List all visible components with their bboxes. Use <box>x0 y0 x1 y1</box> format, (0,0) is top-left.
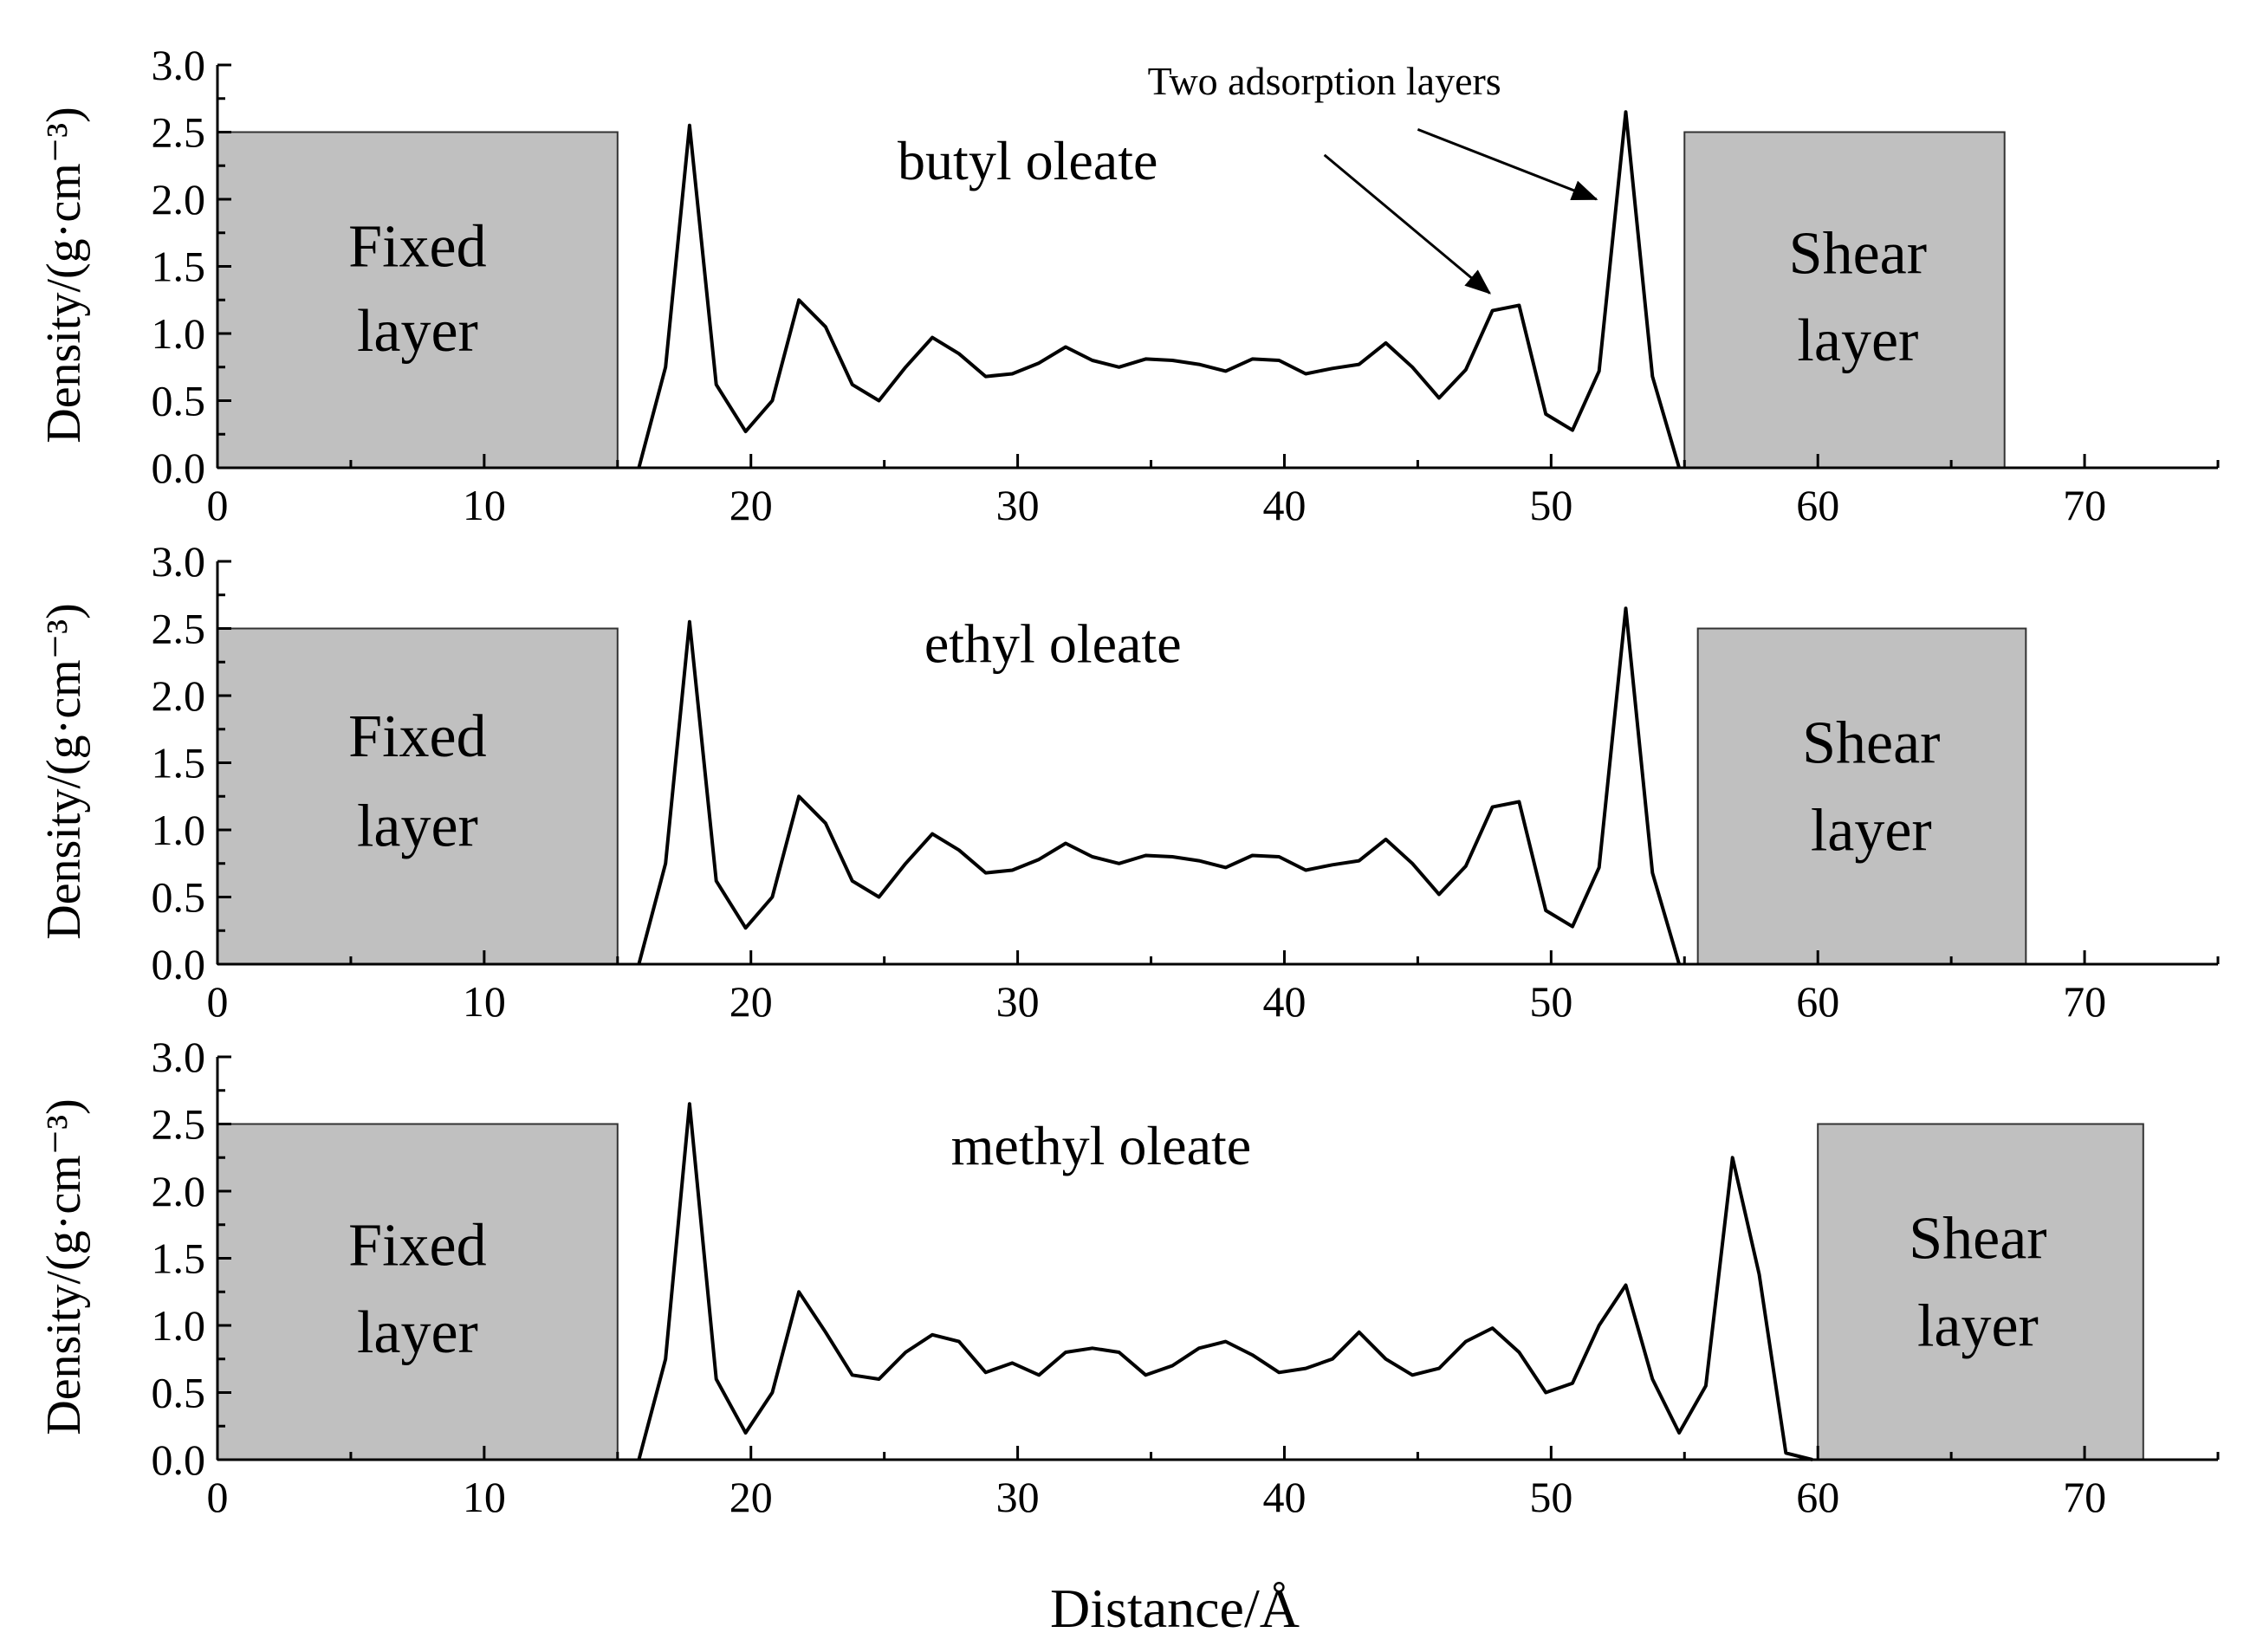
x-tick-label: 40 <box>1262 977 1306 1026</box>
region-shear-layer <box>1683 131 2006 469</box>
region-text: layer <box>1797 308 1918 374</box>
region-text: layer <box>357 794 478 860</box>
region-text: Fixed <box>348 1212 486 1279</box>
y-tick-label: 3.0 <box>152 1033 206 1081</box>
region-text: Fixed <box>348 214 486 281</box>
region-text: Shear <box>1789 220 1927 287</box>
x-tick-label: 0 <box>207 1473 229 1521</box>
x-tick-label: 50 <box>1529 481 1572 529</box>
y-tick-label: 2.5 <box>152 108 206 157</box>
x-tick-label: 50 <box>1529 1473 1572 1521</box>
y-tick-label: 0.0 <box>152 940 206 988</box>
series-name-label: butyl oleate <box>898 130 1157 191</box>
series-line-methyl-oleate <box>637 1102 1813 1461</box>
x-tick-label: 30 <box>996 977 1040 1026</box>
x-tick-label: 10 <box>463 977 506 1026</box>
series-name-label: ethyl oleate <box>924 612 1182 674</box>
region-shear-layer <box>1696 627 2027 965</box>
x-tick-label: 60 <box>1796 481 1839 529</box>
x-tick-label: 60 <box>1796 977 1839 1026</box>
x-tick-label: 20 <box>729 481 773 529</box>
region-fixed-layer <box>217 131 619 469</box>
region-fixed-layer <box>217 1123 619 1461</box>
x-tick-label: 70 <box>2063 977 2106 1026</box>
region-text: layer <box>1811 797 1932 864</box>
x-tick-label: 10 <box>463 481 506 529</box>
annotation-arrow <box>1417 128 1598 201</box>
region-text: Fixed <box>348 703 486 770</box>
annotation-label: Two adsorption layers <box>1148 59 1501 103</box>
y-axis-title: Density/(g·cm⁻³) <box>37 603 91 939</box>
region-text: layer <box>357 298 478 365</box>
y-tick-label: 0.0 <box>152 444 206 492</box>
y-tick-label: 2.0 <box>152 671 206 720</box>
x-axis-title: Distance/Å <box>1050 1577 1300 1639</box>
y-tick-label: 3.0 <box>152 537 206 586</box>
region-fixed-layer <box>217 627 619 965</box>
region-shear-layer <box>1817 1123 2144 1461</box>
x-tick-label: 70 <box>2063 1473 2106 1521</box>
y-tick-label: 0.5 <box>152 1369 206 1417</box>
y-tick-label: 0.0 <box>152 1435 206 1484</box>
y-tick-label: 1.0 <box>152 309 206 358</box>
series-line-ethyl-oleate <box>637 606 1682 965</box>
y-tick-label: 1.0 <box>152 806 206 854</box>
y-tick-label: 0.5 <box>152 873 206 922</box>
y-tick-label: 2.0 <box>152 175 206 224</box>
chart-panel-1: 0 10 20 30 40 50 60 70 0.0 0.5 1.0 1.5 2.0 2.5 3.0 Dens… <box>37 41 2220 529</box>
y-tick-label: 2.0 <box>152 1167 206 1215</box>
x-tick-label: 40 <box>1262 1473 1306 1521</box>
x-tick-label: 60 <box>1796 1473 1839 1521</box>
x-tick-label: 20 <box>729 977 773 1026</box>
x-tick-label: 20 <box>729 1473 773 1521</box>
chart-panel-3: 0 10 20 30 40 50 60 70 0.0 0.5 1.0 1.5 2.0 2.5 3.0 Dens… <box>37 1033 2220 1521</box>
series-line-butyl-oleate <box>637 110 1682 469</box>
y-tick-label: 3.0 <box>152 41 206 89</box>
x-tick-label: 0 <box>207 977 229 1026</box>
x-tick-label: 30 <box>996 1473 1040 1521</box>
annotation-arrow <box>1323 153 1492 295</box>
y-tick-label: 2.5 <box>152 1100 206 1149</box>
x-tick-label: 30 <box>996 481 1040 529</box>
y-tick-label: 1.5 <box>152 243 206 291</box>
y-axis-title: Density/(g·cm⁻³) <box>37 1098 91 1435</box>
region-text: Shear <box>1909 1206 2046 1273</box>
series-name-label: methyl oleate <box>951 1115 1252 1176</box>
x-tick-label: 70 <box>2063 481 2106 529</box>
region-text: layer <box>1917 1292 2039 1359</box>
x-tick-label: 50 <box>1529 977 1572 1026</box>
y-tick-label: 2.5 <box>152 605 206 653</box>
region-text: layer <box>357 1299 478 1366</box>
region-text: Shear <box>1802 710 1940 777</box>
x-tick-label: 10 <box>463 1473 506 1521</box>
y-tick-label: 1.5 <box>152 1234 206 1283</box>
x-tick-label: 0 <box>207 481 229 529</box>
chart-panel-2: 0 10 20 30 40 50 60 70 0.0 0.5 1.0 1.5 2.0 2.5 3.0 Dens… <box>37 537 2220 1026</box>
y-tick-label: 1.5 <box>152 739 206 787</box>
y-tick-label: 1.0 <box>152 1301 206 1350</box>
x-tick-label: 40 <box>1262 481 1306 529</box>
y-tick-label: 0.5 <box>152 377 206 425</box>
y-axis-title: Density/(g·cm⁻³) <box>37 107 91 443</box>
